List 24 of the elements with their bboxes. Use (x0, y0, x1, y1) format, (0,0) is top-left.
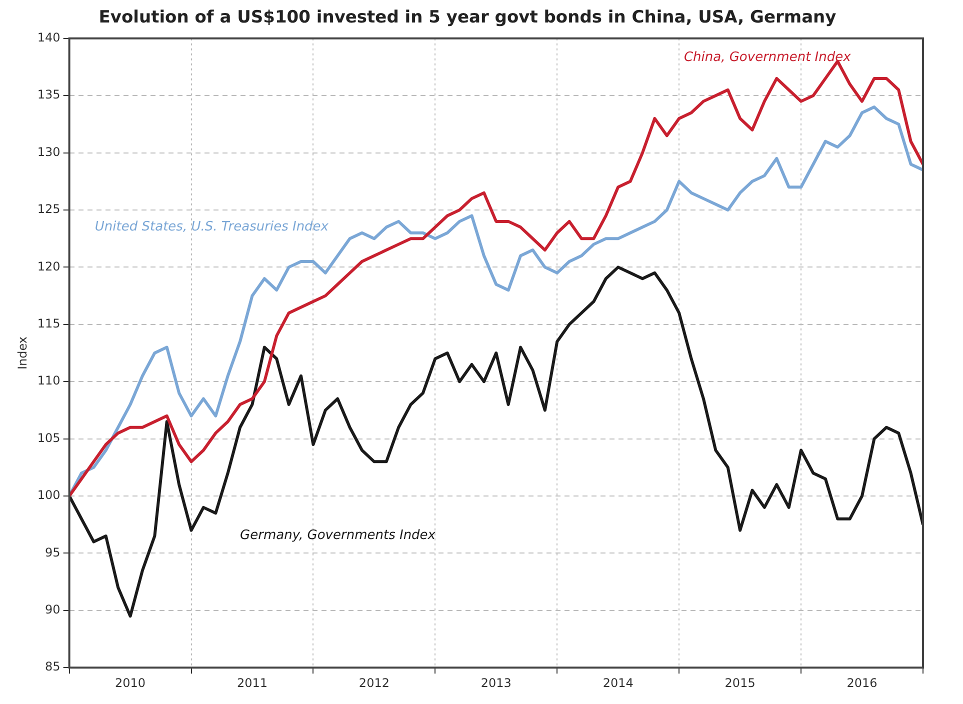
text: Germany, Governments Index (240, 528, 436, 544)
series-label: China, Government Index (684, 50, 852, 65)
y-tick-label: 125 (37, 202, 60, 216)
x-tick-label: 2012 (358, 676, 390, 690)
y-tick-label: 90 (45, 602, 60, 617)
y-tick-label: 100 (37, 488, 60, 502)
chart-title: Evolution of a US$100 invested in 5 year govt bonds in China, USA, Germany (98, 8, 836, 28)
x-tick-label: 2011 (236, 676, 268, 690)
x-tick-label: 2015 (724, 676, 756, 690)
y-tick-label: 110 (37, 374, 60, 388)
y-tick-label: 115 (37, 316, 60, 331)
x-tick-label: 2013 (480, 676, 512, 690)
y-tick-label: 135 (37, 88, 60, 102)
x-tick-label: 2016 (846, 676, 878, 690)
y-tick-label: 120 (37, 259, 60, 274)
series-label: United States, U.S. Treasuries Index (94, 220, 329, 235)
y-tick-label: 105 (37, 430, 60, 445)
y-tick-label: 140 (37, 30, 60, 45)
y-tick-label: 130 (37, 144, 60, 159)
y-tick-label: 95 (45, 545, 60, 560)
x-tick-label: 2014 (602, 676, 634, 690)
y-axis-title: Index (15, 336, 30, 370)
y-tick-label: 85 (45, 660, 60, 674)
x-tick-label: 2010 (115, 676, 146, 690)
